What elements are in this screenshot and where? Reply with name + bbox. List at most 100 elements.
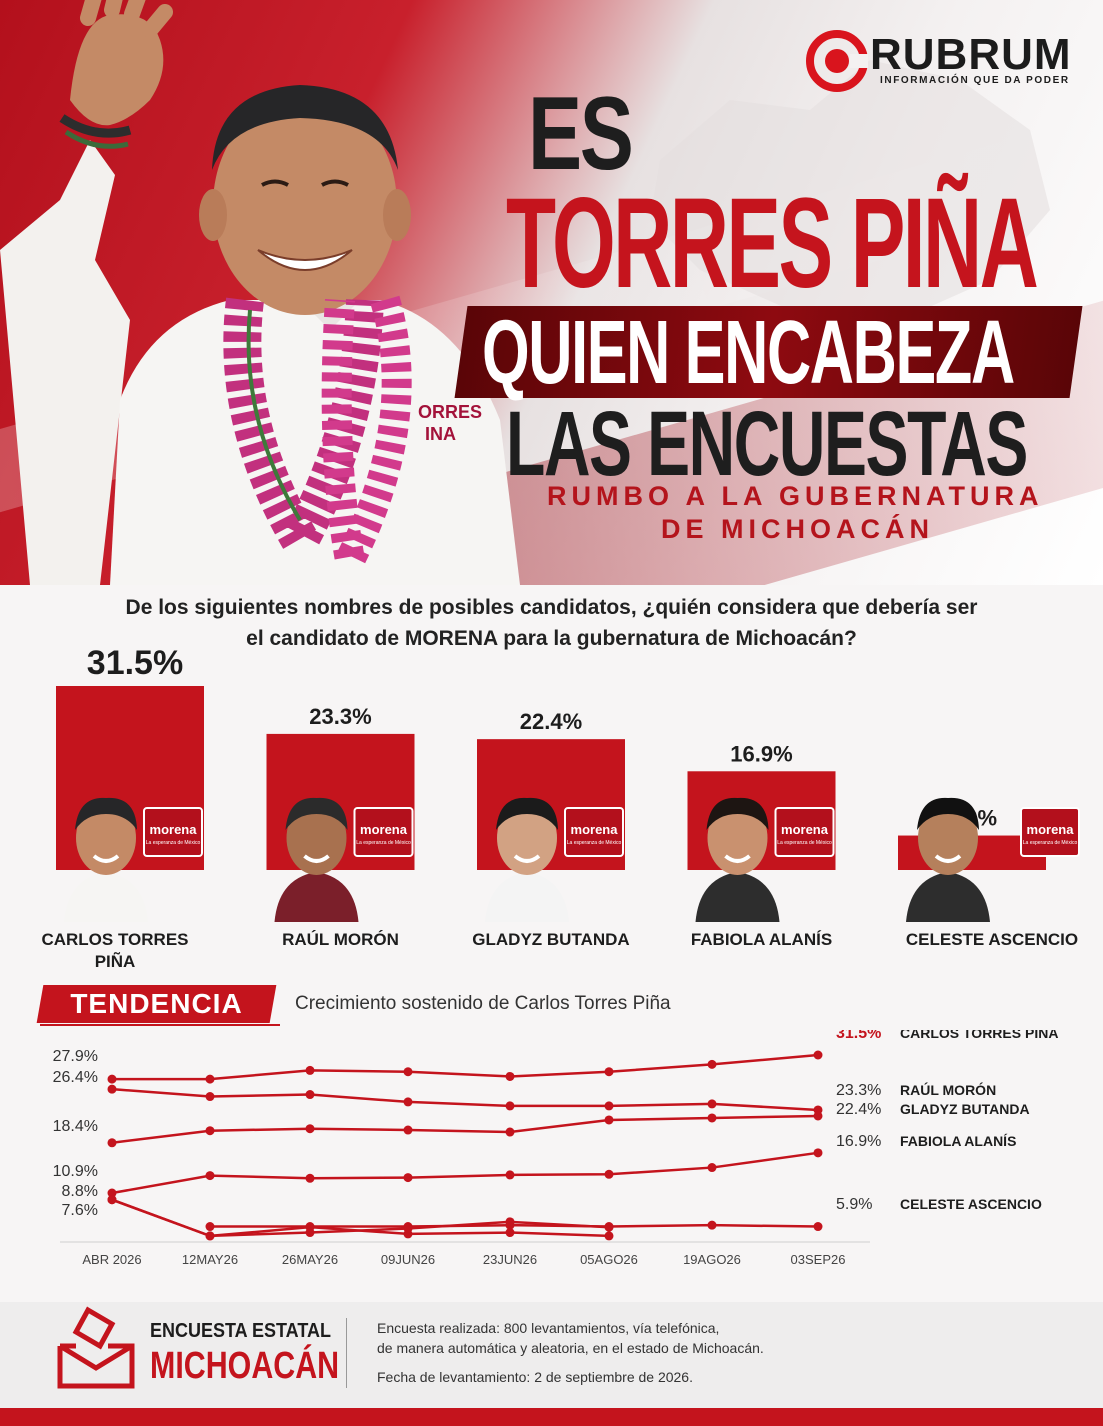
candidate-portrait — [274, 797, 359, 922]
morena-slogan: La esperanza de México — [356, 840, 411, 846]
trend-line — [112, 1053, 819, 1081]
trend-point — [505, 1217, 515, 1227]
trend-point — [403, 1067, 413, 1077]
svg-text:INA: INA — [425, 424, 456, 444]
ballot-box-icon — [57, 1306, 135, 1389]
trend-point — [813, 1222, 823, 1232]
candidate-name: PIÑA — [95, 951, 136, 971]
headline-line-4: LAS ENCUESTAS — [506, 393, 1028, 495]
bar-group: 31.5% morena La esperanza de México CARLOS … — [41, 644, 204, 971]
candidate-portrait — [906, 797, 990, 922]
trend-point — [505, 1170, 515, 1180]
candidate-name: CELESTE ASCENCIO — [906, 930, 1078, 949]
x-tick-label: 09JUN26 — [381, 1252, 435, 1267]
candidate-photo: ORRES INA — [0, 0, 520, 585]
trend-start-value: 27.9% — [53, 1048, 98, 1065]
rubrum-logo-mark-icon — [806, 30, 868, 92]
x-tick-label: 12MAY26 — [182, 1252, 238, 1267]
methodology-note-2: de manera automática y aleatoria, en el … — [377, 1340, 764, 1356]
trend-end-value: 16.9% — [836, 1133, 881, 1150]
headline-line-1: ES — [528, 76, 634, 192]
trend-point — [305, 1222, 315, 1232]
trend-line — [111, 1151, 819, 1195]
trend-point — [707, 1113, 717, 1123]
bar-value-label: 22.4% — [520, 709, 582, 734]
trend-point — [305, 1065, 315, 1075]
x-tick-label: 23JUN26 — [483, 1252, 537, 1267]
trend-series: 27.9% 31.5% CARLOS TORRES PIÑA — [53, 1030, 1058, 1084]
candidate-portrait — [695, 797, 780, 922]
trend-series: 7.6% — [62, 1195, 614, 1241]
trend-point — [305, 1090, 315, 1100]
trend-point — [505, 1101, 515, 1111]
trend-point — [305, 1124, 315, 1134]
trend-line — [111, 1114, 819, 1145]
trend-point — [107, 1195, 117, 1205]
bar-group: 16.9% morena La esperanza de México FABIOLA… — [687, 741, 836, 949]
morena-logo-text: morena — [150, 822, 198, 837]
survey-type-label: ENCUESTA ESTATAL — [150, 1320, 331, 1342]
trend-series-name: CARLOS TORRES PIÑA — [900, 1030, 1058, 1041]
trend-series: 5.9% CELESTE ASCENCIO — [205, 1196, 1042, 1232]
methodology-note-1: Encuesta realizada: 800 levantamientos, … — [377, 1320, 720, 1336]
headline-candidate-name: TORRES PIÑA — [506, 172, 1039, 315]
trend-point — [813, 1148, 823, 1158]
trend-point — [403, 1173, 413, 1183]
morena-slogan: La esperanza de México — [1023, 840, 1078, 846]
candidate-name: CARLOS TORRES — [41, 930, 188, 949]
trend-point — [107, 1084, 117, 1094]
trend-point — [107, 1138, 117, 1148]
trend-line — [111, 1198, 610, 1238]
candidate-name: RAÚL MORÓN — [282, 930, 399, 949]
trend-end-value: 31.5% — [836, 1030, 881, 1042]
candidate-name: GLADYZ BUTANDA — [472, 930, 629, 949]
trend-series: 18.4% 22.4% GLADYZ BUTANDA — [53, 1101, 1030, 1148]
candidate-name: FABIOLA ALANÍS — [691, 930, 832, 949]
trend-point — [505, 1071, 515, 1081]
x-tick-label: 05AGO26 — [580, 1252, 638, 1267]
trend-start-value: 8.8% — [62, 1183, 98, 1200]
trend-start-value: 10.9% — [53, 1163, 98, 1180]
morena-slogan: La esperanza de México — [777, 840, 832, 846]
trend-point — [205, 1092, 215, 1102]
survey-date-note: Fecha de levantamiento: 2 de septiembre … — [377, 1369, 693, 1385]
footer — [0, 1302, 1103, 1408]
trend-point — [604, 1222, 614, 1232]
trend-title: TENDENCIA — [70, 988, 243, 1019]
footer-divider — [346, 1318, 347, 1388]
trend-end-value: 23.3% — [836, 1082, 881, 1099]
headline-subtitle-1: RUMBO A LA GUBERNATURA — [547, 481, 1044, 511]
morena-logo-text: morena — [1027, 822, 1075, 837]
trend-point — [813, 1111, 823, 1121]
trend-point — [604, 1067, 614, 1077]
morena-logo-text: morena — [360, 822, 408, 837]
trend-underline — [40, 1024, 280, 1026]
trend-line-chart: ABR 2026 12MAY26 26MAY26 09JUN26 23JUN26 05AG… — [53, 1030, 1059, 1267]
trend-point — [707, 1220, 717, 1230]
trend-point — [707, 1163, 717, 1173]
bar-group: 22.4% morena La esperanza de México GLADYZ … — [472, 709, 629, 949]
morena-logo-icon: morena La esperanza de México — [1020, 807, 1080, 857]
trend-point — [205, 1074, 215, 1084]
bar-value-label: 16.9% — [730, 741, 792, 766]
morena-slogan: La esperanza de México — [146, 840, 201, 846]
headline-subtitle-2: DE MICHOACÁN — [661, 514, 934, 544]
trend-subtitle: Crecimiento sostenido de Carlos Torres P… — [295, 993, 671, 1014]
rubrum-logo: RUBRUM INFORMACIÓN QUE DA PODER — [806, 30, 1076, 92]
trend-start-value: 26.4% — [53, 1069, 98, 1086]
trend-point — [604, 1169, 614, 1179]
trend-point — [205, 1222, 215, 1232]
trend-series: 10.9% 16.9% FABIOLA ALANÍS — [53, 1133, 1016, 1198]
trend-series-name: CELESTE ASCENCIO — [900, 1196, 1042, 1212]
trend-start-value: 7.6% — [62, 1202, 98, 1219]
morena-slogan: La esperanza de México — [567, 840, 622, 846]
trend-point — [403, 1229, 413, 1239]
svg-text:ORRES: ORRES — [418, 402, 482, 422]
trend-point — [604, 1115, 614, 1125]
trend-end-value: 22.4% — [836, 1101, 881, 1118]
trend-point — [205, 1171, 215, 1181]
morena-logo-icon: morena La esperanza de México — [564, 807, 624, 857]
trend-point — [205, 1126, 215, 1136]
candidate-portrait — [64, 797, 148, 922]
